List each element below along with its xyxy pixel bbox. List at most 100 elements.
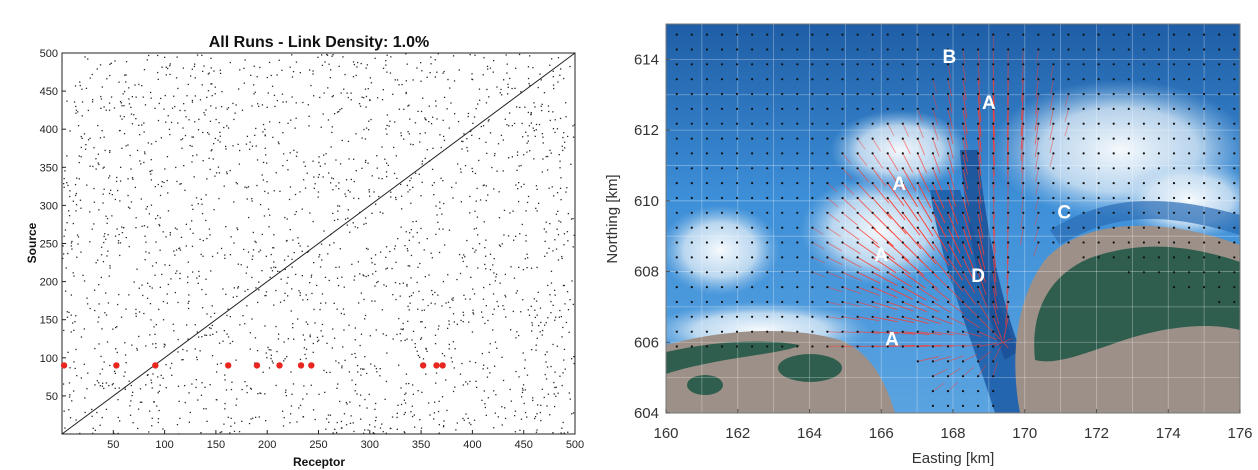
link-point (136, 347, 138, 350)
link-point (336, 387, 338, 389)
link-point (179, 183, 181, 185)
link-point (294, 213, 296, 216)
link-point (179, 247, 181, 249)
grid-point (1203, 226, 1206, 229)
grid-point (1157, 196, 1160, 200)
grid-point (811, 226, 814, 229)
link-point (404, 393, 406, 396)
link-point (528, 125, 530, 127)
grid-point (1097, 122, 1100, 125)
flow-vector (842, 212, 858, 226)
link-point (233, 430, 236, 432)
link-point (80, 146, 82, 149)
link-point (275, 172, 277, 174)
link-point (175, 249, 178, 251)
grid-point (751, 345, 754, 348)
link-point (370, 363, 372, 365)
grid-point (675, 167, 678, 170)
grid-point (1082, 167, 1085, 170)
link-point (406, 63, 408, 65)
link-point (471, 134, 473, 136)
flow-vector (932, 108, 939, 125)
link-point (421, 181, 423, 183)
link-point (157, 119, 160, 122)
link-point (312, 73, 314, 75)
grid-point (720, 256, 724, 259)
link-point (505, 296, 507, 298)
link-point (381, 178, 383, 180)
grid-point (946, 330, 950, 333)
link-point (546, 252, 548, 254)
grid-point (766, 63, 769, 66)
flow-vector (932, 382, 945, 392)
link-point (375, 270, 377, 273)
link-point (252, 231, 254, 234)
link-point (262, 371, 264, 373)
flow-vector (887, 197, 906, 221)
link-point (169, 63, 171, 65)
link-point (186, 324, 188, 326)
link-point (363, 275, 365, 277)
link-point (205, 408, 207, 410)
link-point (135, 96, 137, 98)
link-point (208, 327, 211, 329)
link-point (530, 267, 533, 269)
link-point (155, 218, 157, 220)
flow-vector (842, 271, 862, 281)
link-point (146, 297, 149, 299)
link-point (461, 148, 463, 150)
link-point (560, 221, 562, 223)
grid-point (901, 122, 904, 125)
link-point (111, 194, 113, 196)
grid-point (690, 300, 693, 304)
link-point (364, 398, 366, 401)
flow-vector (947, 368, 961, 377)
link-point (488, 119, 490, 121)
link-point (323, 230, 325, 232)
flow-vector (932, 153, 941, 174)
link-point (573, 124, 575, 126)
link-point (425, 373, 427, 375)
link-point (187, 302, 189, 304)
x-tick-label: 300 (361, 439, 379, 451)
link-point (485, 102, 488, 104)
link-point (379, 427, 382, 429)
grid-point (946, 107, 950, 110)
link-point (526, 253, 528, 255)
link-point (313, 176, 315, 178)
link-point (202, 160, 204, 162)
link-point (316, 284, 318, 287)
link-point (494, 152, 496, 155)
grid-point (1157, 241, 1160, 244)
link-point (527, 135, 529, 137)
link-point (118, 233, 120, 236)
grid-point (675, 92, 678, 96)
link-point (482, 184, 484, 187)
grid-point (735, 226, 739, 229)
link-point (453, 321, 455, 323)
highlighted-link-point (60, 362, 68, 369)
grid-point (1022, 152, 1025, 155)
link-point (258, 416, 260, 418)
grid-point (992, 63, 995, 66)
x-tick-label: 250 (309, 439, 327, 451)
link-point (176, 56, 178, 58)
link-point (250, 387, 252, 389)
link-point (406, 285, 408, 287)
link-point (148, 54, 150, 57)
grid-point (796, 182, 799, 185)
link-point (552, 111, 554, 113)
grid-point (1097, 182, 1100, 185)
link-point (201, 212, 204, 215)
grid-point (1203, 33, 1206, 36)
grid-point (961, 48, 965, 51)
link-point (218, 122, 220, 124)
link-point (494, 412, 496, 414)
grid-point (675, 63, 678, 66)
grid-point (1022, 107, 1025, 110)
link-point (442, 228, 444, 230)
grid-point (690, 63, 693, 66)
link-point (171, 374, 173, 376)
link-point (487, 194, 489, 196)
flow-vector (1006, 227, 1009, 249)
